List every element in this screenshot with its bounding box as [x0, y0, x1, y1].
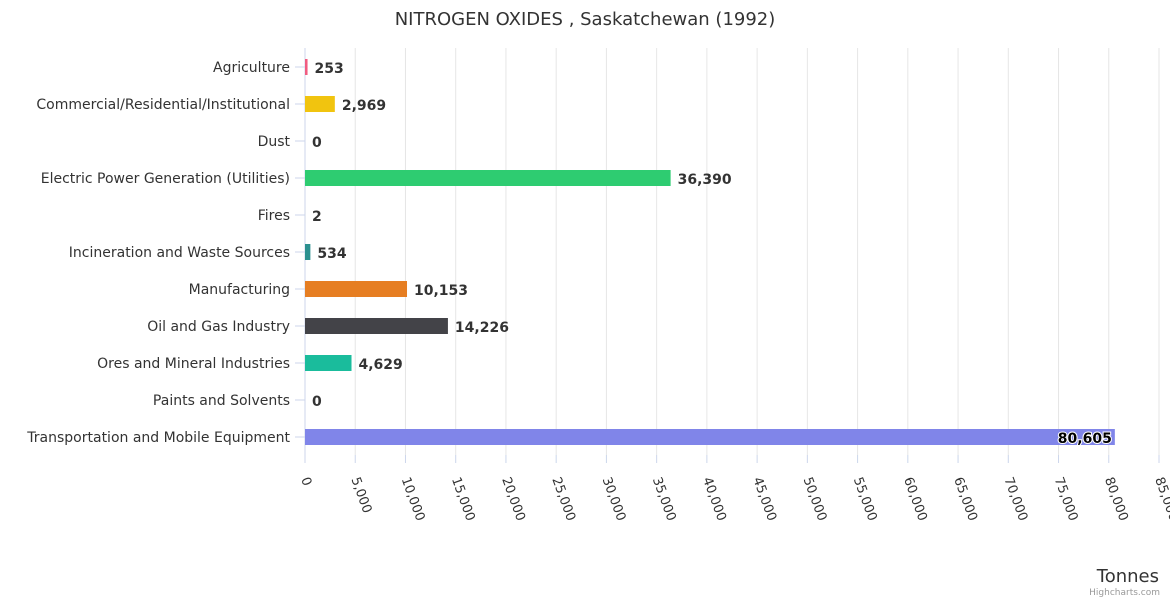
data-label: 534	[317, 246, 346, 262]
bar	[305, 244, 311, 260]
bar	[305, 170, 671, 186]
category-label: Fires	[258, 208, 290, 224]
x-tick-label: 75,000	[1051, 475, 1081, 523]
bar	[305, 318, 448, 334]
x-tick-label: 20,000	[498, 475, 528, 523]
data-label: 0	[312, 394, 322, 410]
category-label: Electric Power Generation (Utilities)	[41, 171, 290, 187]
x-tick-label: 60,000	[900, 475, 930, 523]
category-label: Ores and Mineral Industries	[97, 356, 290, 372]
x-tick-label: 40,000	[699, 475, 729, 523]
x-tick-label: 65,000	[950, 475, 980, 523]
x-tick-label: 45,000	[749, 475, 779, 523]
x-tick-label: 50,000	[800, 475, 830, 523]
x-tick-label: 25,000	[548, 475, 578, 523]
category-label: Agriculture	[213, 60, 290, 76]
bar	[305, 96, 335, 112]
x-tick-label: 15,000	[448, 475, 478, 523]
bar	[305, 59, 308, 75]
data-label: 4,629	[359, 357, 403, 373]
x-tick-label: 70,000	[1001, 475, 1031, 523]
credits-link[interactable]: Highcharts.com	[1089, 588, 1160, 598]
data-label: 80,605	[1058, 431, 1112, 447]
x-tick-label: 55,000	[850, 475, 880, 523]
category-label: Manufacturing	[189, 282, 290, 298]
x-tick-label: 5,000	[347, 475, 374, 515]
data-label: 36,390	[678, 172, 732, 188]
data-label: 253	[315, 61, 344, 77]
bar	[305, 429, 1115, 445]
x-tick-label: 10,000	[398, 475, 428, 523]
chart-title: NITROGEN OXIDES , Saskatchewan (1992)	[395, 9, 776, 30]
bar	[305, 355, 352, 371]
x-tick-label: 0	[297, 475, 314, 488]
data-label: 2	[312, 209, 322, 225]
data-label: 14,226	[455, 320, 509, 336]
data-label: 10,153	[414, 283, 468, 299]
bar	[305, 281, 408, 297]
category-label: Paints and Solvents	[153, 393, 290, 409]
x-axis-title: Tonnes	[1096, 566, 1159, 587]
category-label: Oil and Gas Industry	[147, 319, 290, 335]
x-tick-label: 80,000	[1101, 475, 1131, 523]
category-label: Transportation and Mobile Equipment	[26, 430, 290, 446]
x-tick-label: 85,000	[1151, 475, 1170, 523]
x-tick-label: 35,000	[649, 475, 679, 523]
data-label: 2,969	[342, 98, 386, 114]
category-label: Incineration and Waste Sources	[69, 245, 290, 261]
category-label: Commercial/Residential/Institutional	[36, 97, 290, 113]
data-label: 0	[312, 135, 322, 151]
category-label: Dust	[258, 134, 291, 150]
x-tick-label: 30,000	[599, 475, 629, 523]
